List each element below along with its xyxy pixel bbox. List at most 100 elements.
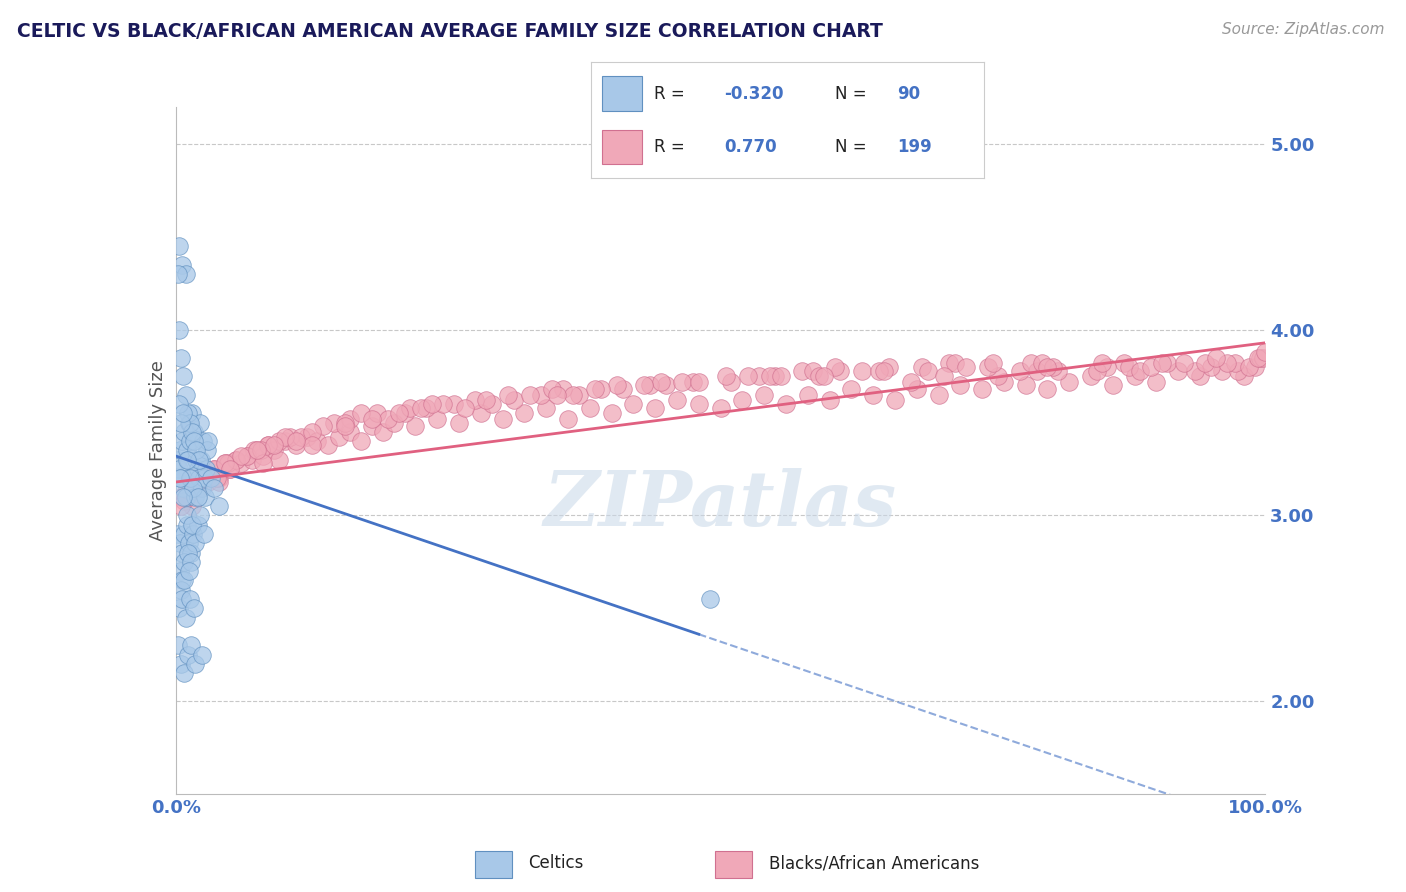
Point (184, 536, 207, 550)
Text: R =: R = (654, 85, 685, 103)
Point (167, 267, 190, 281)
Point (174, 610, 197, 624)
Point (633, 378, 655, 392)
Point (176, 481, 198, 495)
Point (167, 639, 190, 653)
Point (181, 406, 204, 420)
Point (188, 508, 211, 523)
Point (191, 481, 214, 495)
Point (1112, 356, 1135, 370)
Point (1080, 369, 1102, 384)
Point (339, 412, 361, 426)
Point (176, 508, 198, 523)
Point (879, 359, 901, 374)
Point (813, 369, 835, 384)
Point (184, 475, 207, 489)
Point (1150, 356, 1173, 370)
Point (284, 434, 307, 449)
Point (231, 449, 253, 463)
Point (551, 382, 574, 396)
Point (197, 475, 219, 489)
Point (180, 555, 202, 569)
Text: ZIPatlas: ZIPatlas (544, 468, 897, 542)
Point (900, 375, 922, 389)
Point (274, 430, 297, 444)
Point (177, 486, 200, 500)
Point (172, 545, 194, 559)
Point (807, 369, 830, 384)
Point (841, 382, 863, 396)
Point (225, 452, 247, 467)
Point (240, 452, 263, 467)
Point (671, 375, 693, 389)
Point (350, 406, 373, 420)
Point (562, 388, 585, 402)
Text: Celtics: Celtics (529, 854, 583, 872)
Point (976, 359, 998, 374)
Point (775, 397, 797, 411)
Point (173, 425, 195, 439)
Text: 90: 90 (897, 85, 921, 103)
Point (172, 574, 194, 588)
Point (184, 490, 207, 504)
Point (339, 425, 361, 439)
Point (176, 443, 198, 458)
Point (621, 397, 644, 411)
Point (763, 369, 786, 384)
Point (173, 555, 195, 569)
Point (534, 401, 557, 415)
Point (688, 375, 710, 389)
Point (1123, 369, 1146, 384)
Point (176, 490, 198, 504)
Point (183, 601, 205, 615)
Point (190, 452, 212, 467)
Point (666, 393, 689, 408)
Point (167, 527, 190, 541)
Point (1233, 369, 1256, 384)
Point (496, 388, 519, 402)
Point (932, 369, 955, 384)
Point (818, 393, 841, 408)
Point (177, 564, 200, 578)
Point (188, 416, 211, 430)
Point (202, 462, 225, 476)
Point (1085, 364, 1108, 378)
Point (568, 388, 591, 402)
Point (231, 457, 253, 471)
Point (453, 401, 475, 415)
Point (655, 378, 678, 392)
Text: Blacks/African Americans: Blacks/African Americans (769, 854, 979, 872)
Point (938, 356, 960, 370)
Point (219, 462, 242, 476)
Point (252, 457, 274, 471)
Point (447, 416, 470, 430)
Point (202, 481, 225, 495)
Point (169, 536, 191, 550)
Point (188, 481, 211, 495)
Point (943, 356, 966, 370)
Point (170, 416, 193, 430)
Point (195, 471, 218, 485)
Point (600, 406, 623, 420)
Point (172, 591, 194, 606)
Point (388, 406, 411, 420)
Point (1036, 382, 1059, 396)
Point (301, 438, 323, 452)
Point (278, 430, 301, 444)
Point (955, 359, 977, 374)
Point (263, 438, 285, 452)
Point (169, 443, 191, 458)
Point (1025, 364, 1047, 378)
FancyBboxPatch shape (602, 129, 641, 164)
Point (443, 397, 465, 411)
Point (177, 406, 200, 420)
Point (911, 359, 934, 374)
Point (333, 419, 356, 434)
Text: Source: ZipAtlas.com: Source: ZipAtlas.com (1222, 22, 1385, 37)
Point (177, 536, 200, 550)
Point (249, 443, 271, 458)
Point (177, 545, 200, 559)
Point (475, 393, 498, 408)
Point (1211, 364, 1233, 378)
FancyBboxPatch shape (475, 851, 512, 878)
